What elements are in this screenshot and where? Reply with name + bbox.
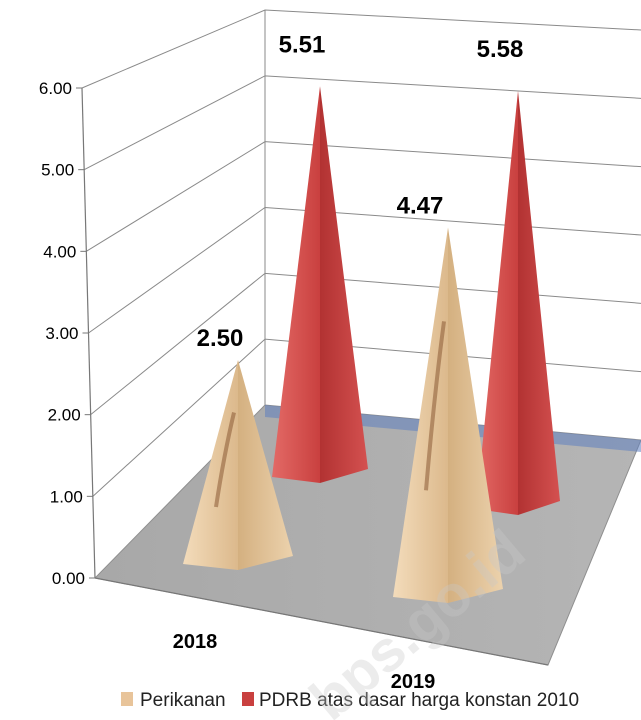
grid-lines xyxy=(81,9,641,497)
grid-line xyxy=(90,272,641,416)
pyramid-2018-perikanan-texture xyxy=(214,412,236,508)
pyramid-2018-perikanan-left-face xyxy=(183,360,238,570)
y-tick-label: 2.00 xyxy=(48,406,81,425)
pyramid-2018-pdrb-left-face xyxy=(272,86,320,483)
value-label: 4.47 xyxy=(397,193,444,220)
legend-label-perikanan: Perikanan xyxy=(140,690,226,711)
pyramids xyxy=(183,86,560,603)
x-tick-label-2019: 2019 xyxy=(391,671,436,693)
y-tick-label: 4.00 xyxy=(43,242,76,261)
grid-line xyxy=(86,141,641,252)
legend-swatch-pdrb xyxy=(242,692,254,706)
legend-swatch-perikanan xyxy=(121,692,133,706)
value-label: 5.58 xyxy=(477,36,524,63)
legend-label-pdrb: PDRB atas dasar harga konstan 2010 xyxy=(259,690,579,711)
pyramid-2019-pdrb-left-face xyxy=(476,90,518,516)
x-axis-line xyxy=(94,577,549,666)
y-tick-label: 1.00 xyxy=(50,487,83,506)
pyramid-2019-perikanan-left-face xyxy=(393,227,448,603)
grid-line xyxy=(83,75,641,171)
value-label: 5.51 xyxy=(279,31,326,58)
value-label: 2.50 xyxy=(197,325,244,352)
x-tick-label-2018: 2018 xyxy=(173,631,218,653)
y-tick-label: 3.00 xyxy=(45,324,78,343)
y-tick-label: 0.00 xyxy=(52,569,85,588)
pyramid-2019-perikanan-texture xyxy=(424,321,446,491)
pyramid-2019-pdrb-right-face xyxy=(518,90,560,516)
y-tick-label: 5.00 xyxy=(41,161,74,180)
value-labels: 2.50 5.51 4.47 5.58 xyxy=(197,31,524,352)
pyramid-2018-perikanan-right-face xyxy=(238,360,293,570)
pyramid-2018-pdrb-right-face xyxy=(320,86,368,483)
pyramid-2019-perikanan-right-face xyxy=(448,227,503,603)
grid-line xyxy=(88,206,641,334)
y-tick-label: 6.00 xyxy=(39,79,72,98)
y-axis-ticks: 0.00 1.00 2.00 3.00 4.00 5.00 6.00 xyxy=(39,79,95,588)
grid-line xyxy=(81,9,641,89)
legend: Perikanan PDRB atas dasar harga konstan … xyxy=(121,690,579,711)
